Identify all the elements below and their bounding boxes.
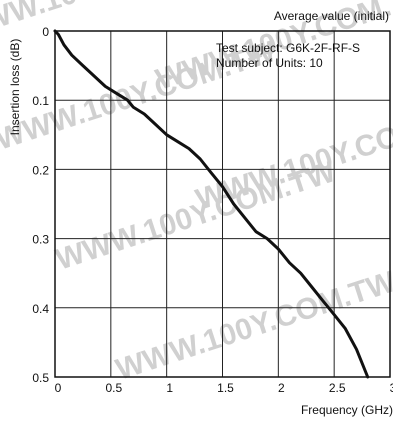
x-tick-label: 1.5 bbox=[217, 381, 234, 395]
y-tick-label: 0.3 bbox=[32, 233, 49, 247]
grid-lines bbox=[54, 30, 391, 378]
annotation-number-of-units: Number of Units: 10 bbox=[216, 56, 323, 70]
x-tick-label: 0 bbox=[55, 381, 62, 395]
y-tick-label: 0.2 bbox=[32, 163, 49, 177]
x-tick-label: 0.5 bbox=[105, 381, 122, 395]
x-tick-labels: 0 0.5 1 1.5 2 2.5 3 bbox=[55, 381, 393, 395]
y-tick-label: 0 bbox=[42, 25, 49, 39]
watermark-text: WWW.100Y.COM.TW bbox=[0, 0, 240, 47]
x-tick-label: 2 bbox=[278, 381, 285, 395]
watermark-text: WWW.100Y.COM.TW bbox=[112, 265, 393, 387]
x-tick-label: 1 bbox=[166, 381, 173, 395]
annotation-test-subject: Test subject: G6K-2F-RF-S bbox=[216, 41, 360, 55]
y-tick-label: 0.1 bbox=[32, 94, 49, 108]
y-tick-label: 0.5 bbox=[32, 371, 49, 385]
x-axis-label: Frequency (GHz) bbox=[301, 403, 393, 417]
series-line bbox=[53, 29, 370, 379]
x-tick-label: 2.5 bbox=[329, 381, 346, 395]
x-tick-label: 3 bbox=[390, 381, 393, 395]
y-tick-label: 0.4 bbox=[32, 302, 49, 316]
plot-frame bbox=[54, 30, 391, 378]
chart-title: Average value (initial) bbox=[274, 9, 389, 23]
y-tick-labels: 0 0.1 0.2 0.3 0.4 0.5 bbox=[32, 25, 49, 385]
y-axis-label: Insertion loss (dB) bbox=[8, 39, 22, 136]
